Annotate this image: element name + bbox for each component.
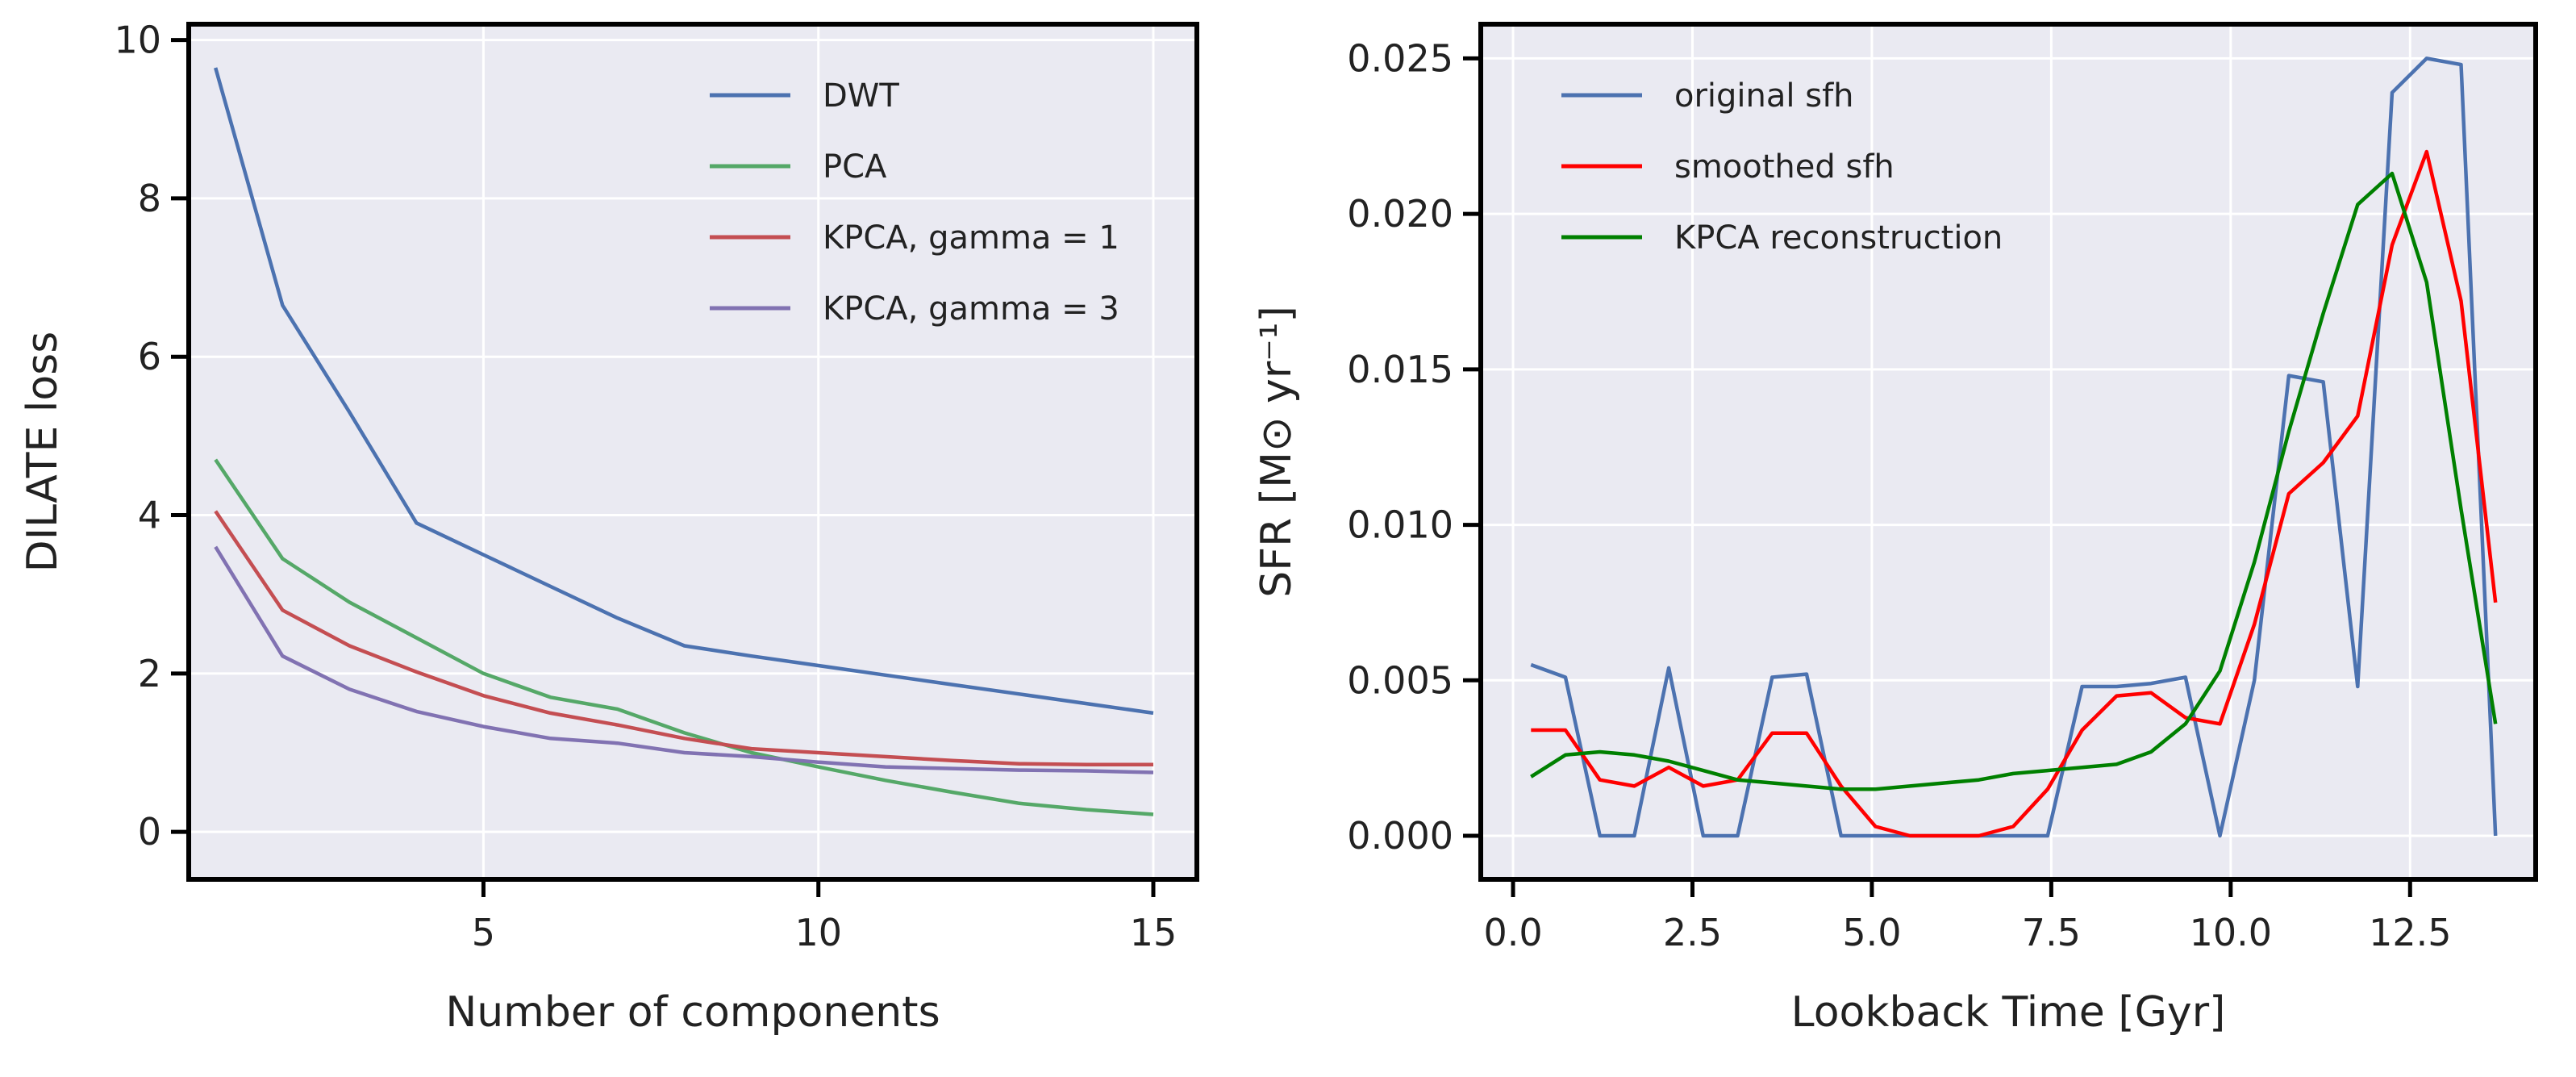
x-tick-label: 10 [794,911,842,954]
y-tick-label: 10 [114,19,161,62]
legend-label: DWT [823,77,899,115]
x-tick-label: 15 [1130,911,1178,954]
y-tick-label: 0 [138,810,161,854]
y-tick-label: 4 [138,494,161,537]
x-tick-label: 12.5 [2369,911,2451,954]
series-line-kpca-reconstruction [1530,171,2498,791]
legend: original sfh smoothed sfh KPCA reconstruct… [1561,77,2003,257]
axes-frame [186,22,1199,882]
y-tick-label: 0.010 [1347,503,1453,547]
y-tick-label: 8 [138,177,161,220]
plot-area [1481,24,2536,879]
y-tick-label: 0.020 [1347,192,1453,236]
x-axis-label: Lookback Time [Gyr] [1791,988,2226,1037]
series-line-kpca-gamma-3 [214,545,1154,774]
y-tick-label: 0.005 [1347,658,1453,702]
legend-label: KPCA reconstruction [1674,219,2003,257]
x-tick-label: 10.0 [2190,911,2272,954]
y-tick-label: 0.025 [1347,36,1453,80]
series-line-smoothed-sfh [1531,149,2498,838]
plot-area [189,24,1197,879]
chart-panel-2: 0.0 2.5 5.0 7.5 10.0 12.5 0.000 0.005 0.010 0.015… [1253,22,2538,1037]
x-tick-label: 7.5 [2022,911,2081,954]
legend: DWT PCA KPCA, gamma = 1 KPCA, gamma = 3 [710,77,1119,328]
legend-label: KPCA, gamma = 1 [823,219,1119,257]
axes-frame [1478,22,2538,882]
y-tick-label: 6 [138,335,161,378]
legend-label: original sfh [1674,77,1854,115]
y-axis-label: SFR [M⊙ yr⁻¹] [1253,306,1301,598]
legend-label: PCA [823,148,887,186]
y-tick-label: 2 [138,652,161,695]
series-line-dwt [214,67,1154,716]
chart-panel-1: 5 10 15 0 2 4 6 8 10 DWT PCA KPCA, gamma = 1 KPCA, g… [19,19,1199,1037]
y-tick-label: 0.015 [1347,348,1453,391]
series-line-pca [214,458,1154,816]
legend-label: KPCA, gamma = 3 [823,290,1119,328]
x-tick-label: 5.0 [1842,911,1901,954]
x-tick-label: 0.0 [1483,911,1542,954]
x-axis-label: Number of components [445,988,940,1037]
y-tick-label: 0.000 [1347,814,1453,858]
y-axis-label: DILATE loss [19,332,67,573]
series-line-kpca-gamma-1 [214,510,1153,766]
x-tick-label: 5 [472,911,495,954]
x-tick-label: 2.5 [1663,911,1722,954]
legend-label: smoothed sfh [1674,148,1894,186]
